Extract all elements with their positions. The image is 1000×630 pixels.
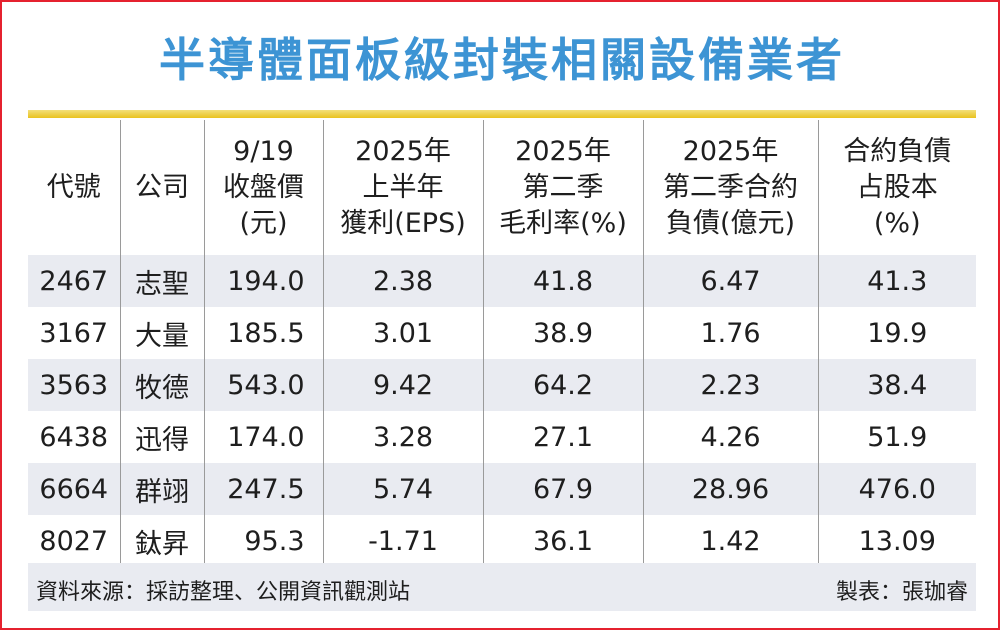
cell-company: 牧德 xyxy=(119,359,204,411)
cell-gross-margin: 64.2 xyxy=(482,359,643,411)
cell-contract-liabilities: 1.76 xyxy=(642,307,818,359)
header-line: 收盤價 xyxy=(223,171,304,203)
table-row: 6438 迅得 174.0 3.28 27.1 4.26 51.9 xyxy=(28,411,976,463)
header-line: 毛利率(%) xyxy=(499,207,627,239)
cell-gross-margin: 38.9 xyxy=(482,307,643,359)
cell-liabilities-ratio: 38.4 xyxy=(817,359,976,411)
cell-eps: 5.74 xyxy=(322,463,483,515)
header-line: 負債(億元) xyxy=(665,207,796,239)
cell-code: 3563 xyxy=(28,359,120,411)
header-line: 獲利(EPS) xyxy=(340,207,466,239)
cell-company: 大量 xyxy=(119,307,204,359)
cell-close-price: 174.0 xyxy=(203,411,323,463)
cell-close-price: 247.5 xyxy=(203,463,323,515)
table-row: 3167 大量 185.5 3.01 38.9 1.76 19.9 xyxy=(28,307,976,359)
cell-contract-liabilities: 6.47 xyxy=(642,255,818,307)
cell-contract-liabilities: 2.23 xyxy=(642,359,818,411)
cell-eps: 3.01 xyxy=(322,307,483,359)
header-contract-liabilities: 2025年 第二季合約 負債(億元) xyxy=(642,120,818,255)
header-company-line: 公司 xyxy=(135,171,189,203)
cell-close-price: 194.0 xyxy=(203,255,323,307)
header-gross-margin: 2025年 第二季 毛利率(%) xyxy=(482,120,643,255)
company-table: 代號 公司 9/19 收盤價 (元) 2025年 上半年 獲利(EPS) 202… xyxy=(28,120,976,567)
table-row: 8027 鈦昇 95.3 -1.71 36.1 1.42 13.09 xyxy=(28,515,976,567)
title-underline xyxy=(28,110,976,118)
cell-close-price: 185.5 xyxy=(203,307,323,359)
cell-company: 鈦昇 xyxy=(119,515,204,567)
header-close-price: 9/19 收盤價 (元) xyxy=(203,120,323,255)
header-line: 第二季合約 xyxy=(663,171,798,203)
header-eps: 2025年 上半年 獲利(EPS) xyxy=(322,120,483,255)
header-line: 合約負債 xyxy=(843,135,952,167)
cell-eps: 3.28 xyxy=(322,411,483,463)
cell-company: 迅得 xyxy=(119,411,204,463)
source-note: 資料來源：採訪整理、公開資訊觀測站 xyxy=(36,580,411,605)
cell-contract-liabilities: 1.42 xyxy=(642,515,818,567)
header-line: 占股本 xyxy=(856,171,938,203)
cell-gross-margin: 67.9 xyxy=(482,463,643,515)
header-line: 第二季 xyxy=(522,171,604,203)
header-company: 公司 xyxy=(119,120,204,255)
cell-eps: 2.38 xyxy=(322,255,483,307)
header-line: 上半年 xyxy=(362,171,444,203)
cell-gross-margin: 41.8 xyxy=(482,255,643,307)
cell-company: 志聖 xyxy=(119,255,204,307)
header-line: (元) xyxy=(239,207,288,239)
table-row: 6664 群翊 247.5 5.74 67.9 28.96 476.0 xyxy=(28,463,976,515)
cell-contract-liabilities: 4.26 xyxy=(642,411,818,463)
cell-close-price: 543.0 xyxy=(203,359,323,411)
cell-code: 6438 xyxy=(39,421,109,453)
cell-liabilities-ratio: 13.09 xyxy=(817,515,976,567)
header-line: 9/19 xyxy=(233,135,294,167)
cell-gross-margin: 36.1 xyxy=(482,515,643,567)
credit-note: 製表：張珈睿 xyxy=(835,580,968,605)
footer-bar: 資料來源：採訪整理、公開資訊觀測站 製表：張珈睿 xyxy=(28,563,976,611)
page-title: 半導體面板級封裝相關設備業者 xyxy=(159,33,845,87)
header-liabilities-ratio: 合約負債 占股本 (%) xyxy=(817,120,976,255)
cell-code: 3167 xyxy=(39,317,109,349)
cell-eps: -1.71 xyxy=(322,515,483,567)
header-code: 代號 xyxy=(28,120,120,255)
cell-liabilities-ratio: 19.9 xyxy=(817,307,976,359)
cell-code: 2467 xyxy=(28,255,120,307)
cell-gross-margin: 27.1 xyxy=(482,411,643,463)
header-line: 2025年 xyxy=(682,135,779,167)
cell-liabilities-ratio: 476.0 xyxy=(817,463,976,515)
header-row: 代號 公司 9/19 收盤價 (元) 2025年 上半年 獲利(EPS) 202… xyxy=(28,120,976,255)
header-line: 2025年 xyxy=(515,135,611,167)
table-row: 2467 志聖 194.0 2.38 41.8 6.47 41.3 xyxy=(28,255,976,307)
header-code-line: 代號 xyxy=(46,171,101,203)
header-line: 2025年 xyxy=(355,135,451,167)
cell-eps: 9.42 xyxy=(322,359,483,411)
header-line: (%) xyxy=(873,207,921,239)
cell-code: 6664 xyxy=(28,463,120,515)
cell-company: 群翊 xyxy=(119,463,204,515)
cell-liabilities-ratio: 41.3 xyxy=(817,255,976,307)
table-row: 3563 牧德 543.0 9.42 64.2 2.23 38.4 xyxy=(28,359,976,411)
cell-code: 8027 xyxy=(39,525,109,557)
cell-close-price: 95.3 xyxy=(203,515,323,567)
cell-liabilities-ratio: 51.9 xyxy=(817,411,976,463)
cell-contract-liabilities: 28.96 xyxy=(642,463,818,515)
